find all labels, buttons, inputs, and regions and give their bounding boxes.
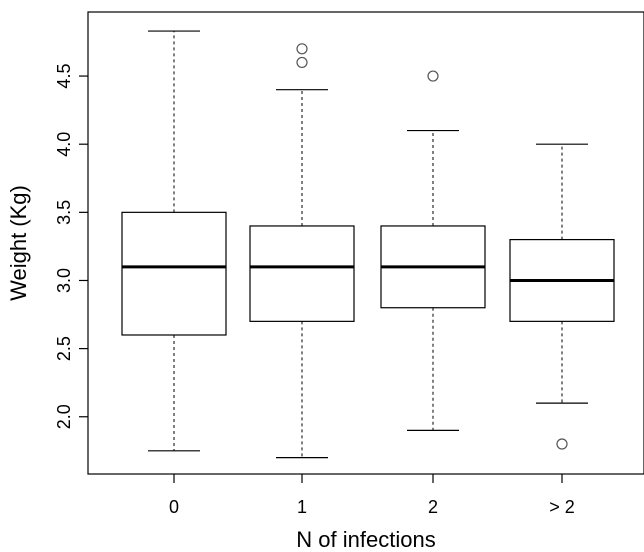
y-tick-label: 3.0 [54, 268, 74, 293]
plot-frame [87, 11, 644, 475]
x-axis-label: N of infections [296, 527, 435, 552]
boxes [121, 30, 615, 459]
box-group [121, 30, 227, 452]
y-axis: 2.0 2.5 3.0 3.5 4.0 4.5 [54, 64, 88, 429]
outlier-point [296, 43, 308, 55]
outlier-point [556, 438, 568, 450]
iqr-box [249, 225, 355, 322]
y-tick-label: 3.5 [54, 200, 74, 225]
box-group [380, 70, 486, 431]
y-tick-label: 2.0 [54, 404, 74, 429]
iqr-box [121, 211, 227, 336]
box-group [509, 143, 615, 450]
y-axis-label: Weight (Kg) [6, 185, 31, 301]
x-tick-label: 2 [428, 497, 438, 517]
box-group [249, 43, 355, 459]
outlier-point [427, 70, 439, 82]
y-tick-label: 4.0 [54, 132, 74, 157]
y-tick-label: 4.5 [54, 64, 74, 89]
x-tick-label: 0 [169, 497, 179, 517]
outlier-point [296, 56, 308, 69]
x-tick-label: > 2 [549, 497, 575, 517]
x-axis: 0 1 2 > 2 [169, 474, 575, 517]
y-tick-label: 2.5 [54, 336, 74, 361]
x-tick-label: 1 [297, 497, 307, 517]
